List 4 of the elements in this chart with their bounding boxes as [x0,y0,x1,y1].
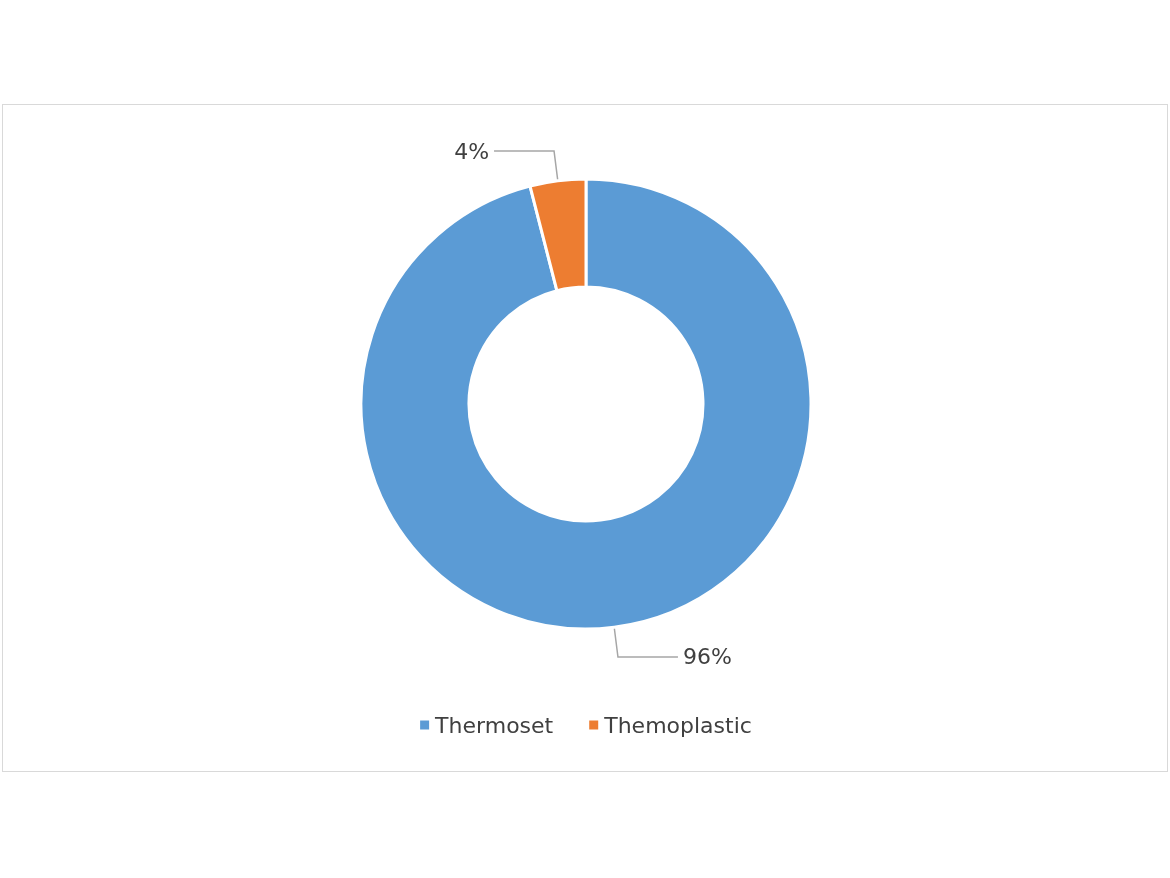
legend-label: Themoplastic [603,712,752,738]
data-label: 4% [454,138,490,164]
legend-label: Thermoset [434,712,554,738]
data-label: 96% [682,644,732,670]
